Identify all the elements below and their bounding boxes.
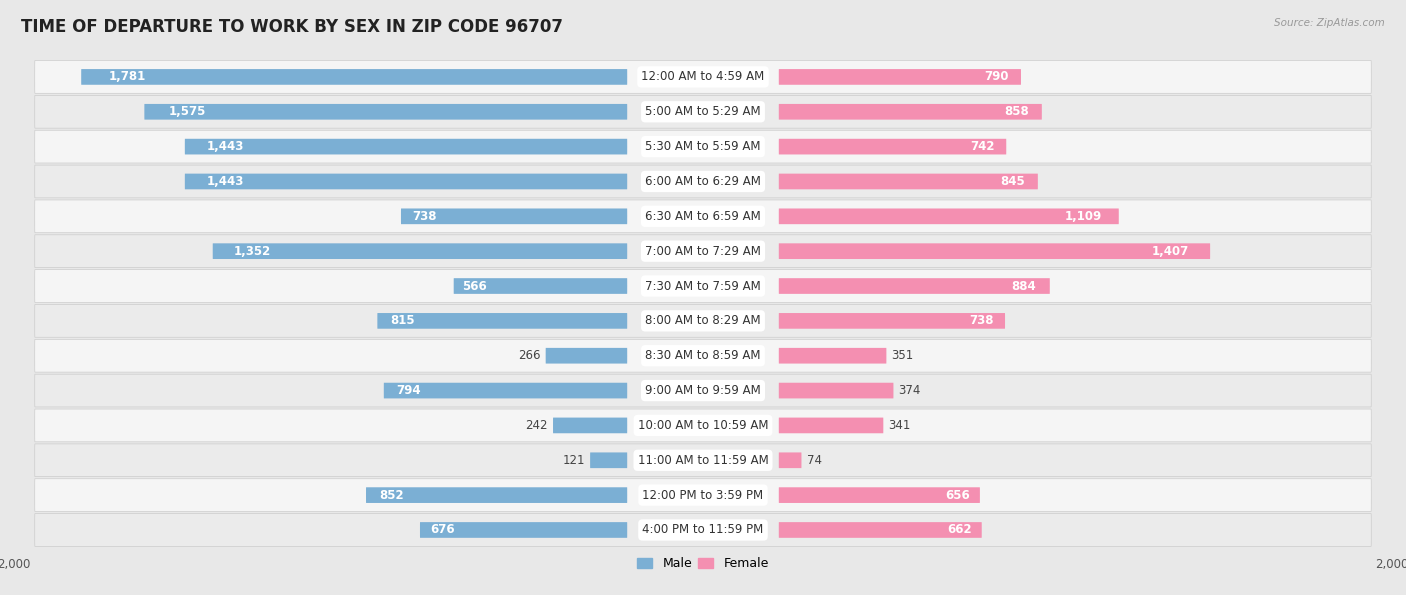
FancyBboxPatch shape — [35, 374, 1371, 407]
Text: 566: 566 — [463, 280, 486, 293]
Text: 7:00 AM to 7:29 AM: 7:00 AM to 7:29 AM — [645, 245, 761, 258]
Text: 1,109: 1,109 — [1064, 210, 1102, 223]
Text: 1,443: 1,443 — [207, 140, 245, 153]
Text: 12:00 PM to 3:59 PM: 12:00 PM to 3:59 PM — [643, 488, 763, 502]
FancyBboxPatch shape — [35, 95, 1371, 128]
Text: 4:00 PM to 11:59 PM: 4:00 PM to 11:59 PM — [643, 524, 763, 537]
FancyBboxPatch shape — [779, 487, 980, 503]
FancyBboxPatch shape — [35, 479, 1371, 512]
FancyBboxPatch shape — [35, 165, 1371, 198]
FancyBboxPatch shape — [454, 278, 627, 294]
FancyBboxPatch shape — [553, 418, 627, 433]
Text: 121: 121 — [562, 454, 585, 466]
Text: 815: 815 — [389, 314, 415, 327]
Text: 738: 738 — [969, 314, 994, 327]
FancyBboxPatch shape — [779, 174, 1038, 189]
Text: Source: ZipAtlas.com: Source: ZipAtlas.com — [1274, 18, 1385, 28]
FancyBboxPatch shape — [82, 69, 627, 84]
FancyBboxPatch shape — [35, 305, 1371, 337]
FancyBboxPatch shape — [779, 69, 1021, 84]
Text: 738: 738 — [412, 210, 437, 223]
Text: 7:30 AM to 7:59 AM: 7:30 AM to 7:59 AM — [645, 280, 761, 293]
Text: 74: 74 — [807, 454, 821, 466]
Text: 5:30 AM to 5:59 AM: 5:30 AM to 5:59 AM — [645, 140, 761, 153]
FancyBboxPatch shape — [366, 487, 627, 503]
Text: 1,575: 1,575 — [169, 105, 205, 118]
FancyBboxPatch shape — [401, 208, 627, 224]
Text: 12:00 AM to 4:59 AM: 12:00 AM to 4:59 AM — [641, 70, 765, 83]
FancyBboxPatch shape — [779, 418, 883, 433]
FancyBboxPatch shape — [384, 383, 627, 399]
FancyBboxPatch shape — [35, 235, 1371, 268]
FancyBboxPatch shape — [35, 513, 1371, 546]
Text: 8:00 AM to 8:29 AM: 8:00 AM to 8:29 AM — [645, 314, 761, 327]
Text: 790: 790 — [984, 70, 1010, 83]
Text: 1,443: 1,443 — [207, 175, 245, 188]
FancyBboxPatch shape — [184, 174, 627, 189]
FancyBboxPatch shape — [779, 139, 1007, 155]
FancyBboxPatch shape — [35, 444, 1371, 477]
Text: 1,781: 1,781 — [108, 70, 146, 83]
Text: 351: 351 — [891, 349, 914, 362]
FancyBboxPatch shape — [35, 339, 1371, 372]
FancyBboxPatch shape — [35, 409, 1371, 442]
FancyBboxPatch shape — [184, 139, 627, 155]
FancyBboxPatch shape — [779, 104, 1042, 120]
FancyBboxPatch shape — [420, 522, 627, 538]
Text: 5:00 AM to 5:29 AM: 5:00 AM to 5:29 AM — [645, 105, 761, 118]
Text: 266: 266 — [517, 349, 540, 362]
Text: 676: 676 — [430, 524, 456, 537]
FancyBboxPatch shape — [35, 200, 1371, 233]
Text: 242: 242 — [526, 419, 548, 432]
Text: 11:00 AM to 11:59 AM: 11:00 AM to 11:59 AM — [638, 454, 768, 466]
FancyBboxPatch shape — [145, 104, 627, 120]
Text: 794: 794 — [396, 384, 420, 397]
Text: 8:30 AM to 8:59 AM: 8:30 AM to 8:59 AM — [645, 349, 761, 362]
Text: 9:00 AM to 9:59 AM: 9:00 AM to 9:59 AM — [645, 384, 761, 397]
FancyBboxPatch shape — [779, 278, 1050, 294]
FancyBboxPatch shape — [546, 348, 627, 364]
FancyBboxPatch shape — [35, 270, 1371, 302]
FancyBboxPatch shape — [779, 243, 1211, 259]
FancyBboxPatch shape — [212, 243, 627, 259]
Text: 6:30 AM to 6:59 AM: 6:30 AM to 6:59 AM — [645, 210, 761, 223]
FancyBboxPatch shape — [779, 348, 886, 364]
Text: 845: 845 — [1000, 175, 1025, 188]
FancyBboxPatch shape — [779, 383, 893, 399]
Text: 10:00 AM to 10:59 AM: 10:00 AM to 10:59 AM — [638, 419, 768, 432]
Text: 656: 656 — [945, 488, 970, 502]
Legend: Male, Female: Male, Female — [633, 552, 773, 575]
FancyBboxPatch shape — [779, 522, 981, 538]
Text: 742: 742 — [970, 140, 995, 153]
Text: 884: 884 — [1011, 280, 1036, 293]
FancyBboxPatch shape — [591, 452, 627, 468]
FancyBboxPatch shape — [35, 61, 1371, 93]
Text: TIME OF DEPARTURE TO WORK BY SEX IN ZIP CODE 96707: TIME OF DEPARTURE TO WORK BY SEX IN ZIP … — [21, 18, 562, 36]
FancyBboxPatch shape — [35, 130, 1371, 163]
FancyBboxPatch shape — [779, 452, 801, 468]
FancyBboxPatch shape — [779, 208, 1119, 224]
Text: 858: 858 — [1004, 105, 1029, 118]
Text: 341: 341 — [889, 419, 911, 432]
Text: 1,352: 1,352 — [233, 245, 271, 258]
FancyBboxPatch shape — [377, 313, 627, 328]
Text: 662: 662 — [948, 524, 972, 537]
Text: 852: 852 — [380, 488, 404, 502]
FancyBboxPatch shape — [779, 313, 1005, 328]
Text: 374: 374 — [898, 384, 921, 397]
Text: 1,407: 1,407 — [1152, 245, 1188, 258]
Text: 6:00 AM to 6:29 AM: 6:00 AM to 6:29 AM — [645, 175, 761, 188]
